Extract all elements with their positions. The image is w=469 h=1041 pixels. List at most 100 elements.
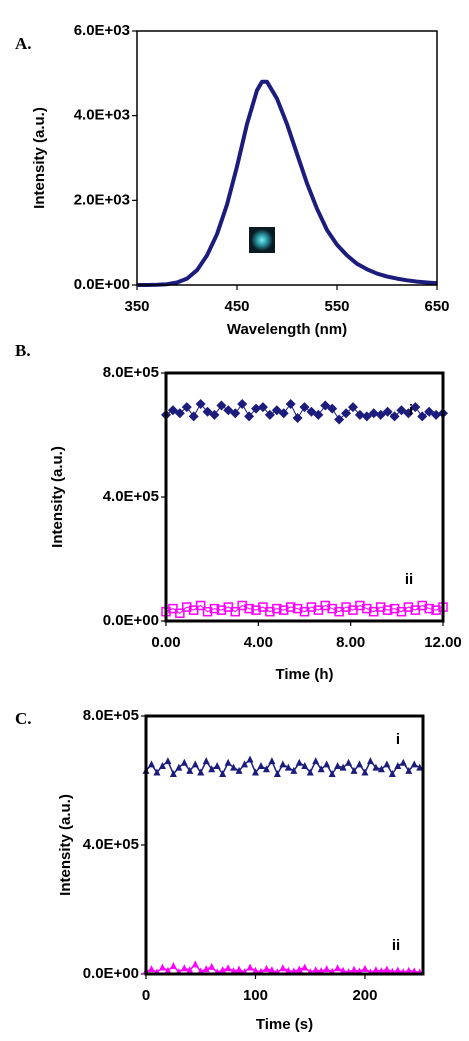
marker xyxy=(399,758,407,766)
x-tick-label: 350 xyxy=(124,298,149,315)
marker xyxy=(394,761,402,769)
marker xyxy=(264,409,275,420)
marker xyxy=(347,402,358,413)
marker xyxy=(417,411,428,422)
marker xyxy=(339,763,347,771)
plot-frame xyxy=(164,371,445,623)
panel-label: C. xyxy=(15,709,32,728)
marker xyxy=(278,605,289,615)
marker xyxy=(235,766,243,774)
marker xyxy=(355,760,363,768)
marker xyxy=(224,964,232,972)
marker xyxy=(350,766,358,774)
marker xyxy=(301,761,309,769)
marker xyxy=(313,409,324,420)
inset-glow xyxy=(251,229,273,251)
y-tick-label: 8.0E+05 xyxy=(103,364,159,381)
marker xyxy=(317,967,325,975)
marker xyxy=(202,757,210,765)
marker xyxy=(295,965,303,973)
marker xyxy=(361,411,372,422)
marker xyxy=(424,603,434,614)
marker xyxy=(372,966,380,974)
marker xyxy=(320,400,331,411)
marker xyxy=(257,402,268,413)
plot-frame xyxy=(144,714,425,976)
x-tick-label: 8.00 xyxy=(336,634,365,651)
series-label: i xyxy=(396,731,400,748)
marker xyxy=(174,408,185,419)
marker xyxy=(375,602,386,612)
marker xyxy=(383,965,391,973)
marker xyxy=(202,965,210,973)
marker xyxy=(317,765,325,773)
marker xyxy=(339,966,347,974)
marker xyxy=(202,406,213,417)
marker xyxy=(246,963,254,971)
marker xyxy=(272,603,282,614)
panel-label: B. xyxy=(15,341,31,360)
marker xyxy=(431,409,442,420)
marker xyxy=(327,603,337,614)
marker xyxy=(257,761,265,769)
marker xyxy=(366,757,374,765)
marker xyxy=(416,763,424,771)
marker xyxy=(382,605,393,615)
marker xyxy=(191,760,199,768)
marker xyxy=(320,600,331,611)
marker xyxy=(158,761,166,769)
marker xyxy=(403,408,414,419)
marker xyxy=(208,962,216,970)
x-tick-label: 4.00 xyxy=(244,634,273,651)
marker xyxy=(396,405,407,416)
marker xyxy=(230,967,238,975)
x-tick-label: 650 xyxy=(424,298,449,315)
marker xyxy=(244,411,255,422)
x-tick-label: 550 xyxy=(324,298,349,315)
marker xyxy=(208,765,216,773)
marker xyxy=(388,770,396,778)
marker xyxy=(188,411,199,422)
marker xyxy=(273,770,281,778)
series-label: i xyxy=(409,402,413,419)
marker xyxy=(265,606,275,617)
marker xyxy=(341,602,351,612)
marker xyxy=(181,402,192,413)
marker xyxy=(271,405,282,416)
marker xyxy=(237,600,247,611)
marker xyxy=(268,757,276,765)
marker xyxy=(197,768,205,776)
marker xyxy=(191,960,199,968)
marker xyxy=(186,966,194,974)
marker xyxy=(285,399,296,409)
marker xyxy=(361,964,369,972)
marker xyxy=(202,606,213,617)
marker xyxy=(301,963,309,971)
x-tick-label: 450 xyxy=(224,298,249,315)
marker xyxy=(169,961,177,969)
x-tick-label: 0 xyxy=(142,987,150,1004)
marker xyxy=(251,605,261,615)
marker xyxy=(235,965,243,973)
y-tick-label: 0.0E+00 xyxy=(83,965,139,982)
marker xyxy=(186,766,194,774)
marker xyxy=(410,402,421,413)
y-axis-label: Intensity (a.u.) xyxy=(57,794,74,896)
marker xyxy=(345,758,353,766)
marker xyxy=(389,603,400,614)
marker xyxy=(209,603,220,614)
marker xyxy=(341,408,352,419)
marker xyxy=(180,758,188,766)
y-tick-label: 2.0E+03 xyxy=(74,191,130,208)
marker xyxy=(147,760,155,768)
marker xyxy=(377,967,385,975)
marker xyxy=(241,760,249,768)
marker xyxy=(377,765,385,773)
marker xyxy=(246,755,254,763)
marker xyxy=(285,602,296,612)
marker xyxy=(382,406,393,417)
plot-frame xyxy=(136,30,438,286)
marker xyxy=(230,763,238,771)
marker xyxy=(312,966,320,974)
marker xyxy=(334,761,342,769)
